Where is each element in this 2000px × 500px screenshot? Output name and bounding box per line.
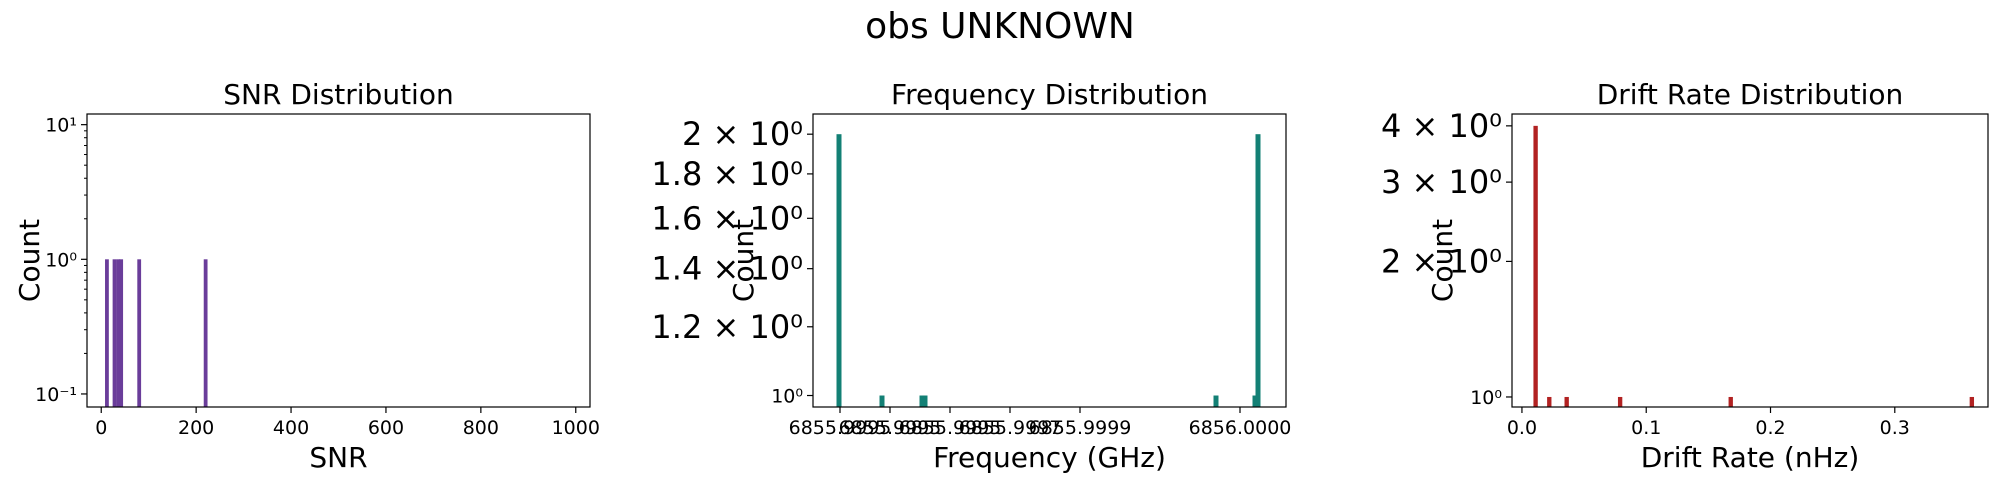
bar bbox=[919, 395, 925, 407]
x-tick-label: 200 bbox=[178, 417, 214, 439]
x-tick-label: 0.3 bbox=[1880, 417, 1910, 439]
bar bbox=[1213, 395, 1219, 407]
bar bbox=[119, 259, 124, 407]
y-tick-label: 2 × 10⁰ bbox=[682, 115, 803, 153]
x-tick-label: 800 bbox=[463, 417, 499, 439]
x-tick-label: 0.0 bbox=[1507, 417, 1537, 439]
panel-title: SNR Distribution bbox=[223, 78, 453, 111]
y-tick-label: 1.4 × 10⁰ bbox=[651, 250, 803, 288]
bar bbox=[1533, 125, 1538, 407]
x-tick-label: 0.2 bbox=[1755, 417, 1785, 439]
y-tick-label: 10⁰ bbox=[771, 386, 803, 408]
bar bbox=[1547, 396, 1552, 407]
bar bbox=[105, 259, 109, 407]
bar bbox=[1252, 395, 1258, 407]
y-tick-label: 4 × 10⁰ bbox=[1381, 107, 1502, 145]
y-axis-label: Count bbox=[13, 219, 46, 302]
x-tick-label: 6856.0000 bbox=[1189, 417, 1292, 439]
panel-title: Frequency Distribution bbox=[891, 78, 1208, 111]
y-tick-label: 1.6 × 10⁰ bbox=[651, 199, 803, 237]
axes-frame bbox=[812, 113, 1287, 408]
bar bbox=[1728, 396, 1733, 407]
bar bbox=[1255, 134, 1261, 407]
x-axis-label: Frequency (GHz) bbox=[933, 441, 1166, 474]
y-tick-label: 2 × 10⁰ bbox=[1381, 242, 1502, 280]
axes-frame bbox=[86, 113, 591, 408]
panel-2: Frequency Distribution6855.99956855.9995… bbox=[651, 78, 1291, 474]
bar bbox=[137, 259, 142, 407]
figure-title: obs UNKNOWN bbox=[865, 6, 1135, 47]
bar bbox=[922, 395, 928, 407]
bar bbox=[879, 395, 885, 407]
x-axis-label: Drift Rate (nHz) bbox=[1641, 441, 1860, 474]
bar bbox=[836, 134, 842, 407]
bar bbox=[1969, 396, 1975, 407]
x-tick-label: 6855.9995 bbox=[789, 417, 892, 439]
x-axis-label: SNR bbox=[309, 441, 367, 474]
y-tick-label: 1.2 × 10⁰ bbox=[651, 308, 803, 346]
y-tick-label: 10⁻¹ bbox=[35, 384, 77, 406]
x-tick-label: 6855.9995 bbox=[839, 417, 942, 439]
y-tick-label: 10⁰ bbox=[1470, 387, 1502, 409]
bar bbox=[203, 259, 208, 407]
bar bbox=[1617, 396, 1623, 407]
panel-3: Drift Rate Distribution 0.0 0.1 0.2 0.3 10⁰ 2 … bbox=[1381, 78, 1989, 474]
panel-title: Drift Rate Distribution bbox=[1597, 78, 1904, 111]
y-axis-label: Count bbox=[1426, 219, 1459, 302]
x-tick-label: 6855.9997 bbox=[959, 417, 1062, 439]
x-tick-label: 6855.9999 bbox=[1029, 417, 1132, 439]
y-tick-label: 10¹ bbox=[45, 115, 77, 137]
bar bbox=[112, 259, 117, 407]
x-tick-label: 0.1 bbox=[1631, 417, 1661, 439]
x-tick-label: 0 bbox=[95, 417, 107, 439]
x-tick-label: 1000 bbox=[552, 417, 600, 439]
y-tick-label: 1.8 × 10⁰ bbox=[651, 155, 803, 193]
x-tick-label: 400 bbox=[273, 417, 309, 439]
axes-frame bbox=[1511, 113, 1989, 408]
y-tick-label: 10⁰ bbox=[45, 249, 77, 271]
y-tick-label: 3 × 10⁰ bbox=[1381, 163, 1502, 201]
x-tick-label: 6855.9995 bbox=[899, 417, 1002, 439]
panel-1: SNR Distribution 0 200 400 600 800 1000 10⁻¹ 10⁰… bbox=[13, 78, 600, 474]
bar bbox=[1564, 396, 1569, 407]
x-tick-label: 600 bbox=[368, 417, 404, 439]
y-axis-label: Count bbox=[727, 219, 760, 302]
bar bbox=[116, 259, 121, 407]
